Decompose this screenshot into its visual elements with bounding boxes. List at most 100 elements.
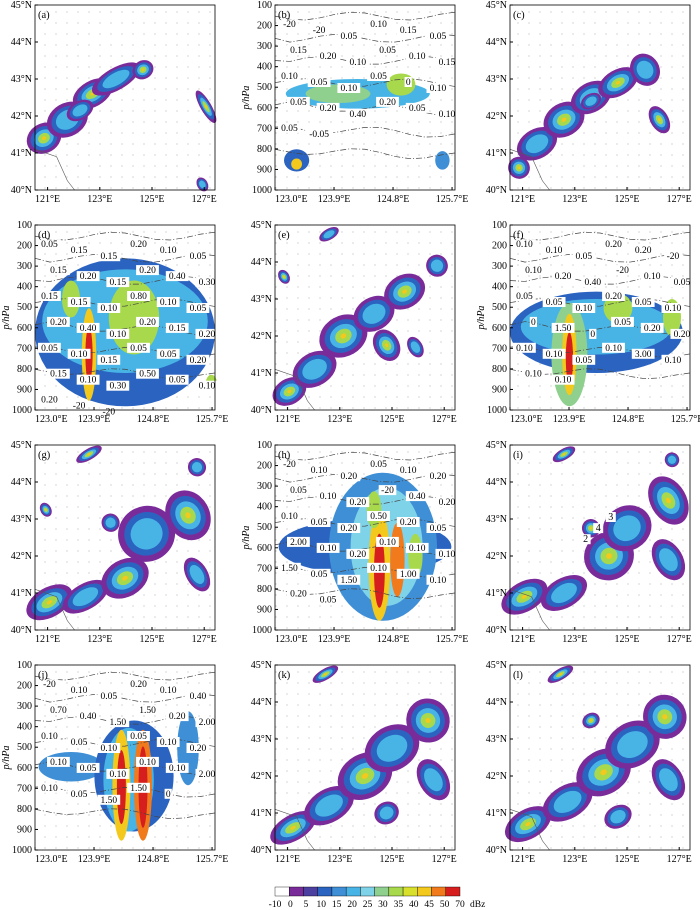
contour-label: 0.10 xyxy=(409,52,426,62)
y-tick-label: 40°N xyxy=(486,185,507,196)
contour-label: 0.10 xyxy=(665,356,682,366)
colorbar-tick-label: 50 xyxy=(440,900,450,910)
contour-label: 0.15 xyxy=(41,292,58,302)
isotherm-line xyxy=(34,253,216,263)
y-tick-label: 700 xyxy=(492,343,507,354)
y-tick-label: 900 xyxy=(17,384,32,395)
isotherm-line xyxy=(274,518,456,527)
isotherm-line xyxy=(509,253,691,263)
contour-label: 0.05 xyxy=(160,350,177,360)
contour-label: 0.20 xyxy=(349,550,366,560)
contour-label: 0.10 xyxy=(439,550,456,560)
y-axis-label: p/hPa xyxy=(1,306,12,331)
contour-label: 0.05 xyxy=(370,72,387,82)
contour-label: 2.00 xyxy=(199,770,216,780)
x-tick-label: 127°E xyxy=(667,634,692,645)
contour-label: 0.10 xyxy=(160,298,177,308)
reflectivity-patch xyxy=(102,69,130,89)
contour-label: 0.10 xyxy=(41,732,58,742)
contour-label: 0.10 xyxy=(665,304,682,314)
x-tick-label: 125.7°E xyxy=(196,414,229,425)
isotherm-line xyxy=(34,298,216,307)
contour-label: 0.05 xyxy=(409,104,426,114)
y-tick-label: 45°N xyxy=(486,660,507,671)
colorbar-swatch xyxy=(388,886,404,897)
contour-label: 0.05 xyxy=(379,46,396,56)
contour-label: 0.05 xyxy=(130,732,147,742)
y-tick-label: 100 xyxy=(257,0,272,11)
contour-label: 0.10 xyxy=(100,744,117,754)
reflectivity-patch xyxy=(589,527,593,530)
reflectivity-patch xyxy=(553,790,582,813)
panel-d: 0.050.150.150.200.100.050.150.200.150.20… xyxy=(1,220,228,425)
panel-k: 121°E 123°E 125°E 127°E 45°N 44°N 43°N 42°N 41°N… xyxy=(251,660,457,865)
panel-i: 121°E 123°E 125°E 127°E 45°N 44°N 43°N 42°N 41°N… xyxy=(486,440,692,645)
y-tick-label: 200 xyxy=(17,241,32,252)
reflectivity-patch xyxy=(390,522,405,597)
contour-label: 0.05 xyxy=(290,486,307,496)
contour-label: 3.00 xyxy=(635,350,652,360)
contour-label: 0.20 xyxy=(190,356,207,366)
x-tick-label: 124.8°E xyxy=(377,634,410,645)
y-tick-label: 40°N xyxy=(11,625,32,636)
reflectivity-patch xyxy=(636,60,654,79)
colorbar-swatch xyxy=(331,886,347,897)
reflectivity-patch xyxy=(521,594,528,599)
y-tick-label: 45°N xyxy=(11,0,32,11)
reflectivity-patch xyxy=(130,518,163,550)
x-tick-label: 123.0°E xyxy=(35,854,68,865)
contour-label: 0.40 xyxy=(349,110,366,120)
contour-label: 0.20 xyxy=(349,498,366,508)
contour-label: 0.20 xyxy=(605,240,622,250)
reflectivity-patch xyxy=(376,734,408,762)
reflectivity-patch xyxy=(658,118,661,122)
contour-label: 1.50 xyxy=(130,784,147,794)
contour-label: 0.15 xyxy=(50,266,67,276)
reflectivity-patch xyxy=(517,166,521,170)
y-tick-label: 700 xyxy=(257,563,272,574)
contour-label: 0.10 xyxy=(160,246,177,256)
y-axis-label: p/hPa xyxy=(241,526,252,551)
contour-label: 0.80 xyxy=(130,292,147,302)
colorbar-tick-label: 30 xyxy=(378,900,388,910)
reflectivity-patch xyxy=(46,600,53,605)
reflectivity-patch xyxy=(613,515,641,542)
x-tick-label: 127°E xyxy=(192,194,217,205)
contour-label: 0.10 xyxy=(41,784,58,794)
panel-label: (b) xyxy=(278,10,291,21)
y-tick-label: 100 xyxy=(492,220,507,231)
colorbar-swatch xyxy=(303,886,318,897)
x-tick-label: 121°E xyxy=(35,194,60,205)
y-tick-label: 41°N xyxy=(486,808,507,819)
y-tick-label: 300 xyxy=(492,261,507,272)
y-tick-label: 41°N xyxy=(486,588,507,599)
contour-label: 0.05 xyxy=(635,298,652,308)
isotherm-line xyxy=(274,11,456,21)
reflectivity-patch xyxy=(72,587,99,607)
y-tick-label: 200 xyxy=(492,241,507,252)
colorbar-swatch xyxy=(374,886,390,897)
contour-label: 0.05 xyxy=(41,240,58,250)
y-tick-label: 43°N xyxy=(486,514,507,525)
reflectivity-patch xyxy=(551,582,577,604)
x-tick-label: 123°E xyxy=(562,194,587,205)
isotherm-line xyxy=(274,565,456,578)
site-marker-label: 4 xyxy=(596,523,601,534)
reflectivity-patch xyxy=(379,806,394,820)
contour-label: 0.10 xyxy=(546,350,563,360)
y-tick-label: 500 xyxy=(17,302,32,313)
contour-label: 0.20 xyxy=(320,52,337,62)
contour-label: -20 xyxy=(283,460,296,470)
y-tick-label: 800 xyxy=(17,804,32,815)
reflectivity-patch xyxy=(361,773,369,779)
y-tick-label: 44°N xyxy=(251,257,272,268)
colorbar-swatch xyxy=(345,886,361,897)
contour-label: 0.05 xyxy=(80,764,97,774)
x-tick-label: 125.7°E xyxy=(196,854,229,865)
y-tick-label: 44°N xyxy=(486,37,507,48)
contour-label: 0.10 xyxy=(80,376,97,386)
reflectivity-patch xyxy=(610,809,626,824)
contour-label: 0.10 xyxy=(340,84,357,94)
reflectivity-patch xyxy=(430,259,444,272)
reflectivity-patch xyxy=(402,289,408,294)
